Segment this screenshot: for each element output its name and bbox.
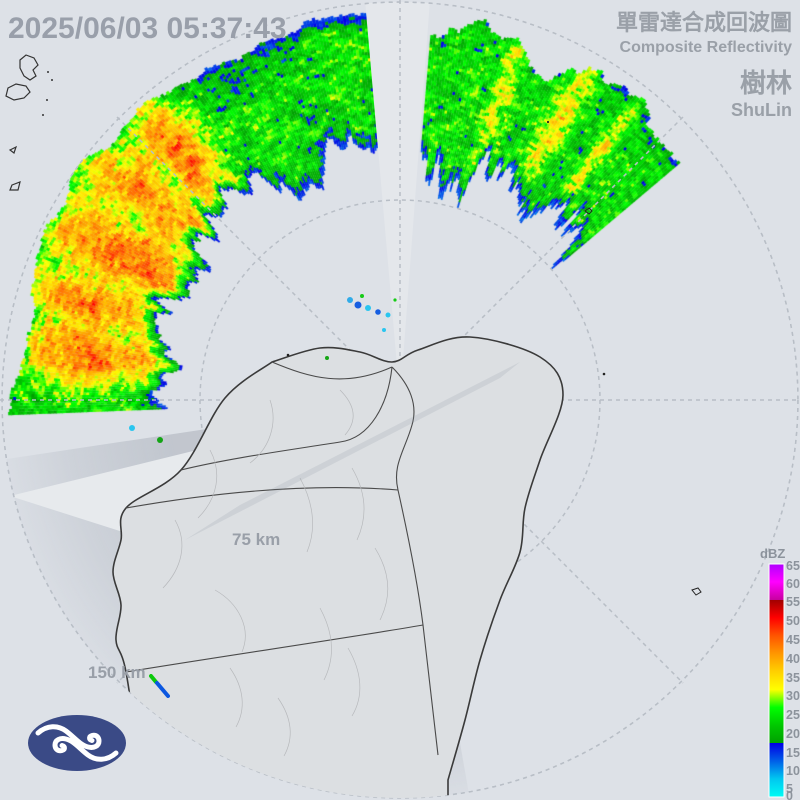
svg-text:單雷達合成回波圖: 單雷達合成回波圖: [616, 10, 792, 35]
svg-text:10: 10: [786, 764, 800, 778]
svg-text:30: 30: [786, 689, 800, 703]
svg-text:2025/06/03 05:37:43: 2025/06/03 05:37:43: [8, 12, 287, 45]
svg-text:Composite Reflectivity: Composite Reflectivity: [620, 39, 793, 56]
svg-text:25: 25: [786, 708, 800, 722]
svg-text:50: 50: [786, 614, 800, 628]
svg-text:20: 20: [786, 727, 800, 741]
svg-text:60: 60: [786, 577, 800, 591]
svg-text:ShuLin: ShuLin: [731, 100, 792, 120]
svg-text:150 km: 150 km: [88, 663, 146, 682]
svg-text:15: 15: [786, 746, 800, 760]
svg-text:樹林: 樹林: [740, 68, 792, 98]
svg-text:dBZ: dBZ: [760, 546, 785, 561]
svg-text:65: 65: [786, 559, 800, 573]
svg-text:75 km: 75 km: [232, 530, 280, 549]
svg-text:35: 35: [786, 671, 800, 685]
svg-text:40: 40: [786, 652, 800, 666]
svg-text:45: 45: [786, 633, 800, 647]
svg-text:55: 55: [786, 595, 800, 609]
svg-text:0: 0: [786, 789, 793, 800]
